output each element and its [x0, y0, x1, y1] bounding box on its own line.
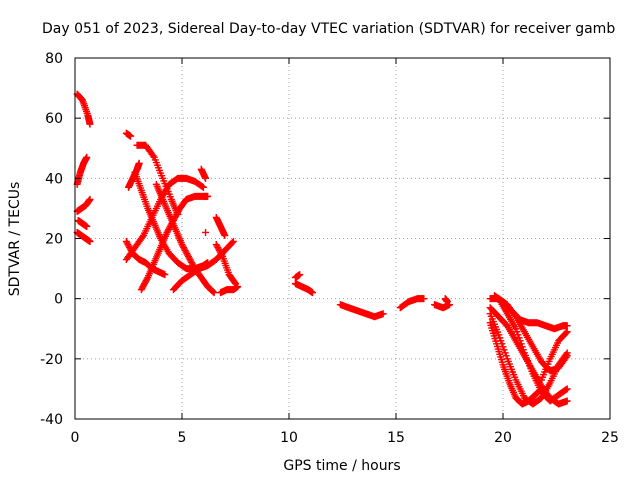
- x-axis-label: GPS time / hours: [283, 458, 400, 474]
- series-arc-11: [122, 238, 169, 279]
- series-arc-12: [137, 192, 212, 294]
- y-tick-label: 60: [45, 111, 63, 127]
- y-tick-label: 0: [54, 292, 63, 308]
- series-arc-16: [212, 213, 229, 239]
- chart-title: Day 051 of 2023, Sidereal Day-to-day VTE…: [42, 21, 615, 37]
- data-point: [208, 287, 216, 295]
- data-point: [143, 275, 151, 283]
- series-arc-1: [73, 90, 94, 128]
- series-arc-21: [291, 280, 317, 297]
- y-tick-label: -20: [40, 352, 63, 368]
- y-tick-label: 80: [45, 51, 63, 67]
- series-arc-2: [73, 153, 91, 188]
- data-point: [135, 159, 143, 167]
- data-points: [73, 90, 571, 408]
- data-point: [228, 239, 236, 247]
- series-arc-17: [212, 241, 239, 288]
- series-arc-15: [197, 165, 210, 182]
- data-point: [83, 222, 91, 230]
- data-point: [209, 288, 217, 296]
- axis-ticks: 0 5 10 15 20 25 -40 -20 0 20 40 60 80: [40, 51, 619, 446]
- data-point: [221, 231, 229, 239]
- data-point: [218, 251, 226, 259]
- data-point: [562, 386, 570, 394]
- data-point: [198, 183, 206, 191]
- data-point: [563, 352, 571, 360]
- series-arc-6: [122, 129, 135, 140]
- series-arc-20: [291, 271, 304, 282]
- data-point: [562, 329, 570, 337]
- series-arc-25: [441, 295, 451, 306]
- data-point: [204, 192, 212, 200]
- x-tick-label: 5: [178, 430, 187, 446]
- data-point: [443, 298, 451, 306]
- data-point: [83, 153, 91, 161]
- series-arc-31: [495, 295, 571, 375]
- data-point: [127, 132, 135, 140]
- x-tick-label: 15: [387, 430, 405, 446]
- data-point: [202, 228, 210, 236]
- data-point: [563, 385, 571, 393]
- data-point: [379, 310, 387, 318]
- data-point: [199, 183, 207, 191]
- data-point: [86, 238, 94, 246]
- series-arc-19: [202, 228, 210, 236]
- y-tick-label: -40: [40, 412, 63, 428]
- data-point: [309, 289, 317, 297]
- data-point: [161, 271, 169, 279]
- data-point: [202, 174, 210, 182]
- series-arc-27: [486, 310, 571, 408]
- series-arc-3: [73, 195, 94, 215]
- data-point: [231, 278, 239, 286]
- data-point: [86, 195, 94, 203]
- series-arc-13: [152, 180, 218, 297]
- data-point: [563, 322, 571, 330]
- data-point: [149, 152, 157, 160]
- data-point: [562, 353, 570, 361]
- data-point: [138, 233, 146, 241]
- series-arc-18: [217, 283, 242, 297]
- y-tick-label: 40: [45, 171, 63, 187]
- data-point: [86, 120, 94, 128]
- data-point: [563, 328, 571, 336]
- data-point: [563, 397, 571, 405]
- series-arc-4: [73, 228, 94, 246]
- x-tick-label: 20: [494, 430, 512, 446]
- series-arc-28: [486, 319, 546, 408]
- data-point: [229, 238, 237, 246]
- series-arc-23: [396, 295, 428, 312]
- series-arc-29: [486, 304, 571, 408]
- x-tick-label: 0: [71, 430, 80, 446]
- series-arc-24: [431, 301, 453, 312]
- data-point: [210, 289, 218, 297]
- data-point: [234, 283, 242, 291]
- data-point: [296, 271, 304, 279]
- series-arc-32: [538, 328, 571, 384]
- y-tick-label: 20: [45, 232, 63, 248]
- series-arc-22: [336, 301, 387, 321]
- y-axis-label: SDTVAR / TECUs: [7, 182, 23, 297]
- x-tick-label: 10: [280, 430, 298, 446]
- series-arc-5: [74, 216, 91, 230]
- data-point: [420, 295, 428, 303]
- x-tick-label: 25: [601, 430, 619, 446]
